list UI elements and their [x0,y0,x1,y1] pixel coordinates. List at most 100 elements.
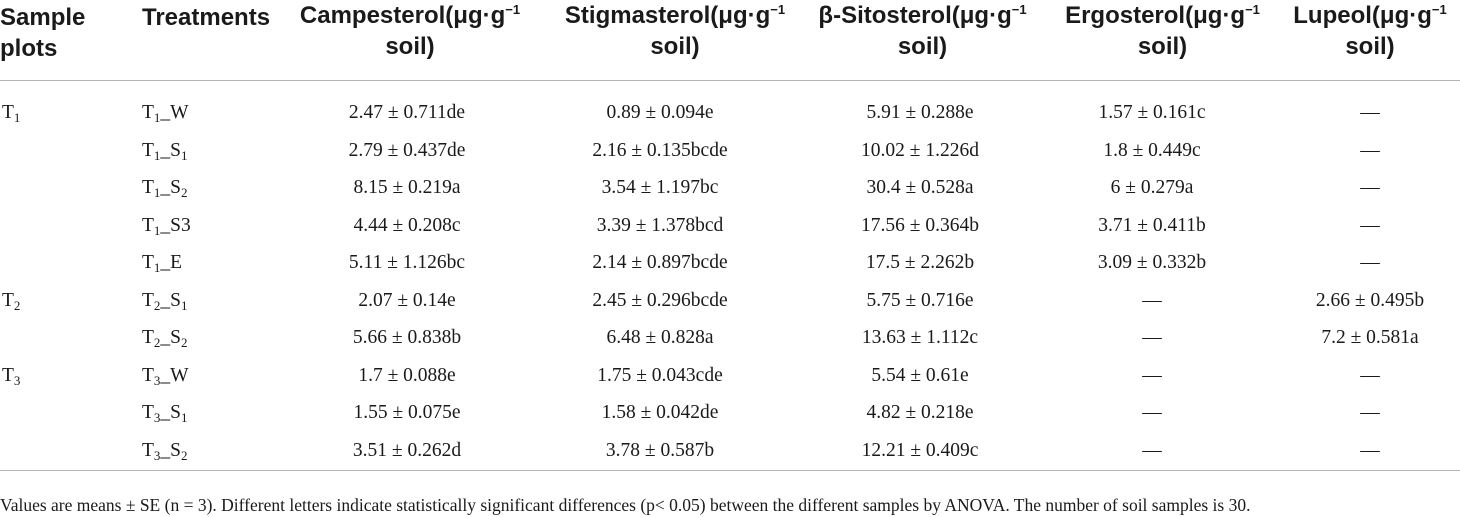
value-cell: 10.02 ± 1.226d [861,139,979,161]
value-cell: 2.79 ± 0.437de [348,139,466,161]
sample-plot-cell: T1 [2,101,20,125]
treatment-label: T [142,252,154,273]
header-stigmasterol: Stigmasterol(μg·g−1 soil) [550,0,800,62]
header-sitosterol: β-Sitosterol(μg·g−1 soil) [800,0,1045,62]
value-cell: 17.56 ± 0.364b [861,214,979,236]
sample-plot-label: T [2,364,14,386]
value-cell: — [1360,364,1380,386]
treatment-label: _S [160,177,182,198]
value-cell: 30.4 ± 0.528a [866,177,974,198]
value-cell: 3.39 ± 1.378bcd [596,214,724,236]
treatment-subscript: 3 [153,372,161,388]
value-cell: — [1360,139,1380,161]
value-cell: 2.66 ± 0.495b [1315,289,1425,311]
treatment-subscript: 3 [153,410,161,425]
treatment-label: T [142,402,154,423]
treatment-label: _E [160,252,183,273]
header-line: Treatments [142,4,271,31]
value-cell: 17.5 ± 2.262b [865,252,975,273]
table-footnote: Values are means ± SE (n = 3). Different… [0,495,1251,515]
header-line: Stigmasterol(μg·g [564,2,771,29]
header-exponent: −1 [770,2,786,17]
value-cell: — [1142,402,1162,423]
treatment-cell: T3_W [142,364,189,388]
treatment-subscript: 2 [153,297,161,313]
sample-plot-cell: T2 [2,289,20,313]
sample-plot-label: T [2,289,14,311]
value-cell: — [1142,439,1162,461]
sample-plot-cell: T3 [2,364,20,388]
value-cell: 3.51 ± 0.262d [352,439,462,461]
header-line: soil) [385,33,435,60]
value-cell: 3.78 ± 0.587b [605,439,715,461]
value-cell: 0.89 ± 0.094e [606,102,714,123]
value-cell: — [1360,102,1380,123]
value-cell: — [1360,402,1380,423]
treatment-label: _S [160,327,182,348]
value-cell: — [1142,327,1162,348]
value-cell: 3.71 ± 0.411b [1098,214,1206,236]
value-cell: 2.45 ± 0.296bcde [592,289,728,311]
value-cell: 4.82 ± 0.218e [866,402,974,423]
value-cell: 1.58 ± 0.042de [601,402,719,423]
header-line: Campesterol(μg·g [299,2,506,29]
treatment-label: _S [160,439,182,461]
header-exponent: −1 [1245,2,1260,17]
header-line: soil) [1137,33,1188,60]
value-cell: 1.57 ± 0.161c [1098,102,1206,123]
treatment-label: T [142,214,154,236]
treatment-cell: T3_S1 [142,401,188,425]
header-line: soil) [1345,33,1395,60]
treatment-cell: T1_S1 [142,139,188,163]
treatment-label: T [142,177,154,198]
value-cell: — [1360,252,1380,273]
header-line: soil) [650,33,700,60]
treatment-subscript: 2 [181,185,188,200]
treatment-subscript: 1 [153,110,161,125]
value-cell: 2.07 ± 0.14e [358,289,456,311]
header-line: plots [0,35,58,62]
value-cell: 5.66 ± 0.838b [352,327,462,348]
value-cell: 3.54 ± 1.197bc [601,177,719,198]
value-cell: 1.8 ± 0.449c [1103,139,1201,161]
value-cell: — [1360,177,1380,198]
bottom-rule [0,470,1460,471]
value-cell: 6 ± 0.279a [1110,177,1194,198]
value-cell: 1.7 ± 0.088e [358,364,456,386]
value-cell: — [1142,289,1162,311]
header-lupeol: Lupeol(μg·g−1 soil) [1280,0,1460,62]
header-line: Sample [0,4,86,31]
header-treatments: Treatments [142,2,292,33]
header-line: Lupeol(μg·g [1293,2,1432,29]
value-cell: 3.09 ± 0.332b [1097,252,1207,273]
value-cell: 5.54 ± 0.61e [871,364,969,386]
treatment-subscript: 1 [153,260,161,275]
treatment-subscript: 2 [181,335,188,350]
header-line: Ergosterol(μg·g [1065,2,1246,29]
header-sample-plots: Sample plots [0,2,130,64]
sample-plot-subscript: 3 [13,372,21,388]
treatment-subscript: 1 [181,410,188,425]
treatment-label: T [142,102,154,123]
treatment-subscript: 1 [181,147,188,163]
treatment-subscript: 1 [153,185,161,200]
sample-plot-subscript: 2 [13,297,21,313]
treatment-label: T [142,139,154,161]
value-cell: 12.21 ± 0.409c [861,439,979,461]
header-line: β-Sitosterol(μg·g [818,2,1012,29]
treatment-subscript: 1 [153,222,161,238]
value-cell: 6.48 ± 0.828a [606,327,714,348]
treatment-subscript: 2 [181,447,188,463]
treatment-cell: T3_S2 [142,439,188,463]
value-cell: 1.55 ± 0.075e [353,402,461,423]
header-exponent: −1 [505,2,521,17]
value-cell: 1.75 ± 0.043cde [597,364,723,386]
value-cell: 13.63 ± 1.112c [861,327,979,348]
treatment-subscript: 3 [153,447,161,463]
value-cell: 5.75 ± 0.716e [866,289,974,311]
treatment-cell: T1_E [142,251,182,275]
treatment-cell: T2_S2 [142,326,188,350]
treatment-cell: T2_S1 [142,289,188,313]
treatment-label: _S [160,289,182,311]
treatment-label: _S [160,402,182,423]
